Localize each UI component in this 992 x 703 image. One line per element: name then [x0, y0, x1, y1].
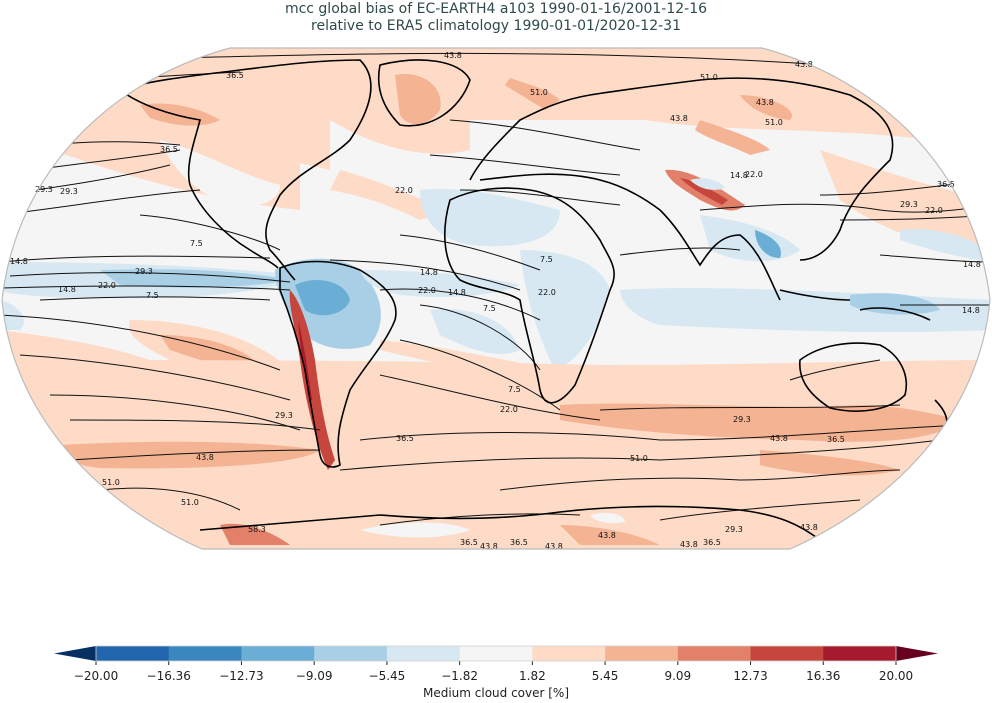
- colorbar-tick-label: 12.73: [733, 669, 768, 683]
- colorbar-tick-label: −20.00: [73, 669, 119, 683]
- colorbar-tick-label: 5.45: [591, 669, 619, 683]
- svg-text:29.3: 29.3: [900, 200, 918, 209]
- svg-text:36.5: 36.5: [703, 538, 721, 547]
- svg-text:43.8: 43.8: [196, 453, 214, 462]
- svg-text:29.3: 29.3: [35, 185, 53, 194]
- colorbar-tick-label: 20.00: [878, 669, 914, 683]
- colorbar-segment: [605, 646, 679, 661]
- svg-text:36.5: 36.5: [937, 180, 955, 189]
- bias-fill: [2, 48, 990, 549]
- svg-text:14.8: 14.8: [730, 171, 748, 180]
- svg-text:43.8: 43.8: [680, 540, 698, 549]
- svg-text:7.5: 7.5: [508, 385, 521, 394]
- svg-text:14.8: 14.8: [962, 306, 980, 315]
- chart-title-line2: relative to ERA5 climatology 1990-01-01/…: [311, 18, 681, 34]
- svg-text:51.0: 51.0: [765, 118, 783, 127]
- colorbar-segment: [386, 646, 461, 661]
- svg-text:43.8: 43.8: [598, 531, 616, 540]
- svg-text:36.5: 36.5: [510, 538, 528, 547]
- colorbar-segment: [823, 646, 897, 661]
- svg-text:7.5: 7.5: [540, 255, 553, 264]
- colorbar-segment: [314, 646, 388, 661]
- svg-text:43.8: 43.8: [480, 542, 498, 551]
- svg-text:22.0: 22.0: [538, 288, 556, 297]
- svg-text:29.3: 29.3: [60, 187, 78, 196]
- colorbar-tick-label: −16.36: [146, 669, 191, 683]
- svg-text:7.5: 7.5: [146, 291, 159, 300]
- colorbar-extend-min: [54, 646, 96, 661]
- svg-text:36.5: 36.5: [396, 434, 414, 443]
- colorbar-extend-max: [896, 646, 938, 661]
- coastlines: [119, 59, 948, 541]
- chart-title-line1: mcc global bias of EC-EARTH4 a103 1990-0…: [284, 1, 708, 17]
- svg-text:14.8: 14.8: [58, 285, 76, 294]
- colorbar-label: Medium cloud cover [%]: [422, 686, 570, 700]
- svg-text:36.5: 36.5: [160, 145, 178, 154]
- svg-text:14.8: 14.8: [420, 268, 438, 277]
- svg-text:36.5: 36.5: [460, 538, 478, 547]
- svg-text:29.3: 29.3: [733, 415, 751, 424]
- svg-text:29.3: 29.3: [275, 411, 293, 420]
- svg-text:43.8: 43.8: [545, 542, 563, 551]
- contour-labels: 43.8 36.5 51.0 51.0 43.8 43.8 51.0 43.8 …: [10, 51, 981, 551]
- svg-text:51.0: 51.0: [181, 498, 199, 507]
- svg-text:22.0: 22.0: [925, 206, 943, 215]
- svg-text:51.0: 51.0: [630, 454, 648, 463]
- svg-text:36.5: 36.5: [827, 435, 845, 444]
- colorbar-tick-label: 16.36: [806, 669, 841, 683]
- colorbar-tick-label: 9.09: [664, 669, 692, 683]
- svg-text:7.5: 7.5: [483, 304, 496, 313]
- svg-text:58.3: 58.3: [248, 525, 266, 534]
- svg-text:51.0: 51.0: [102, 478, 120, 487]
- colorbar-tick-label: −1.82: [441, 669, 479, 683]
- svg-text:14.8: 14.8: [963, 260, 981, 269]
- colorbar-segment: [532, 646, 606, 661]
- svg-text:29.3: 29.3: [135, 267, 153, 276]
- colorbar-tick-label: −5.45: [368, 669, 406, 683]
- svg-text:22.0: 22.0: [500, 405, 518, 414]
- world-map-bias-field: 43.8 36.5 51.0 51.0 43.8 43.8 51.0 43.8 …: [1, 47, 991, 551]
- colorbar-segments: [54, 646, 938, 665]
- svg-text:36.5: 36.5: [226, 71, 244, 80]
- svg-text:14.8: 14.8: [10, 257, 28, 266]
- svg-text:43.8: 43.8: [795, 60, 813, 69]
- svg-text:22.0: 22.0: [98, 281, 116, 290]
- svg-text:43.8: 43.8: [670, 114, 688, 123]
- svg-text:43.8: 43.8: [800, 523, 818, 532]
- svg-text:22.0: 22.0: [745, 170, 763, 179]
- svg-text:7.5: 7.5: [190, 239, 203, 248]
- svg-text:22.0: 22.0: [418, 286, 436, 295]
- svg-text:43.8: 43.8: [770, 434, 788, 443]
- colorbar-tick-label: −9.09: [295, 669, 333, 683]
- map-boundary: [1, 47, 991, 550]
- svg-text:43.8: 43.8: [444, 51, 462, 60]
- svg-text:51.0: 51.0: [530, 88, 548, 97]
- svg-text:29.3: 29.3: [725, 525, 743, 534]
- colorbar-tick-label: −12.73: [219, 669, 264, 683]
- svg-text:51.0: 51.0: [700, 73, 718, 82]
- colorbar-segment: [750, 646, 824, 661]
- colorbar-segment: [677, 646, 752, 661]
- colorbar-segment: [241, 646, 315, 661]
- svg-text:14.8: 14.8: [448, 288, 466, 297]
- colorbar-segment: [96, 646, 170, 661]
- colorbar-tick-label: 1.82: [519, 669, 546, 683]
- colorbar-segment: [168, 646, 242, 661]
- colorbar-segment: [459, 646, 533, 661]
- svg-text:43.8: 43.8: [756, 98, 774, 107]
- svg-text:22.0: 22.0: [395, 186, 413, 195]
